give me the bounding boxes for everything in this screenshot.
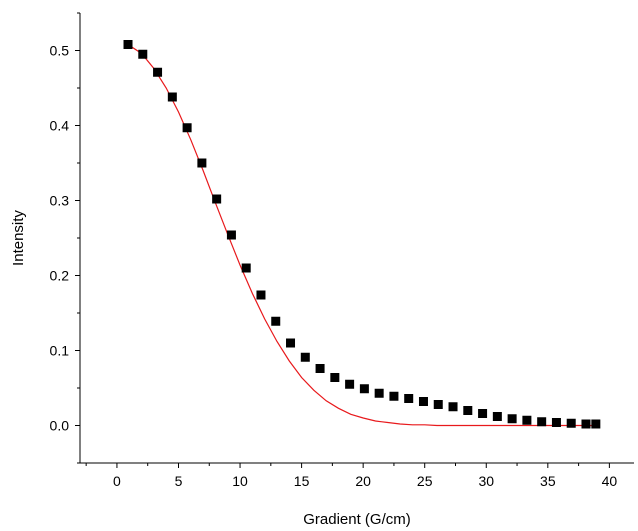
data-point [271, 316, 281, 326]
x-tick-label: 10 [232, 473, 248, 489]
x-tick-label: 30 [478, 473, 494, 489]
data-point [300, 352, 310, 362]
data-point [226, 230, 236, 240]
data-point [138, 49, 148, 59]
y-axis-title: Intensity [10, 210, 27, 266]
data-point [153, 67, 163, 77]
y-axis: 0.0 0.1 0.2 0.3 0.4 0.5 [50, 12, 80, 464]
y-tick-label: 0.5 [50, 43, 70, 59]
data-point [359, 384, 369, 394]
fit-curve [127, 43, 596, 427]
plot-frame [79, 13, 634, 464]
x-tick-label: 15 [294, 473, 310, 489]
x-tick-label: 20 [355, 473, 371, 489]
data-point [522, 415, 532, 425]
data-point [241, 263, 251, 273]
data-point [581, 419, 591, 429]
x-tick-label: 40 [602, 473, 618, 489]
data-point [404, 394, 414, 403]
fit-curve-layer [127, 43, 596, 427]
y-tick-label: 0.3 [50, 193, 70, 209]
y-tick-label: 0.2 [50, 268, 70, 284]
data-point [433, 400, 443, 409]
x-tick-label: 5 [175, 473, 183, 489]
y-tick-label: 0.1 [50, 343, 70, 359]
x-tick-label: 25 [417, 473, 433, 489]
data-point [167, 92, 177, 102]
data-point [507, 414, 517, 424]
data-point [492, 412, 502, 421]
data-point [389, 391, 399, 401]
data-point [345, 379, 355, 389]
data-point [374, 388, 384, 398]
data-point [591, 419, 601, 429]
data-point [418, 397, 428, 406]
data-point [182, 123, 192, 133]
x-axis: 0 5 10 15 20 25 30 35 40 [85, 463, 618, 489]
data-point [448, 402, 458, 412]
data-point [286, 338, 296, 348]
data-point [551, 418, 561, 427]
data-point [315, 364, 325, 373]
data-point [212, 194, 222, 204]
data-points-layer [123, 40, 601, 429]
data-point [123, 40, 133, 49]
data-point [566, 418, 576, 428]
x-axis-title: Gradient (G/cm) [303, 511, 411, 528]
data-point [256, 290, 266, 300]
x-tick-label: 0 [113, 473, 121, 489]
y-tick-label: 0.0 [50, 418, 70, 434]
data-point [537, 417, 547, 427]
data-point [330, 373, 340, 382]
data-point [463, 406, 473, 415]
data-point [478, 409, 488, 418]
y-tick-label: 0.4 [50, 118, 70, 134]
data-point [197, 158, 207, 168]
x-tick-label: 35 [540, 473, 556, 489]
